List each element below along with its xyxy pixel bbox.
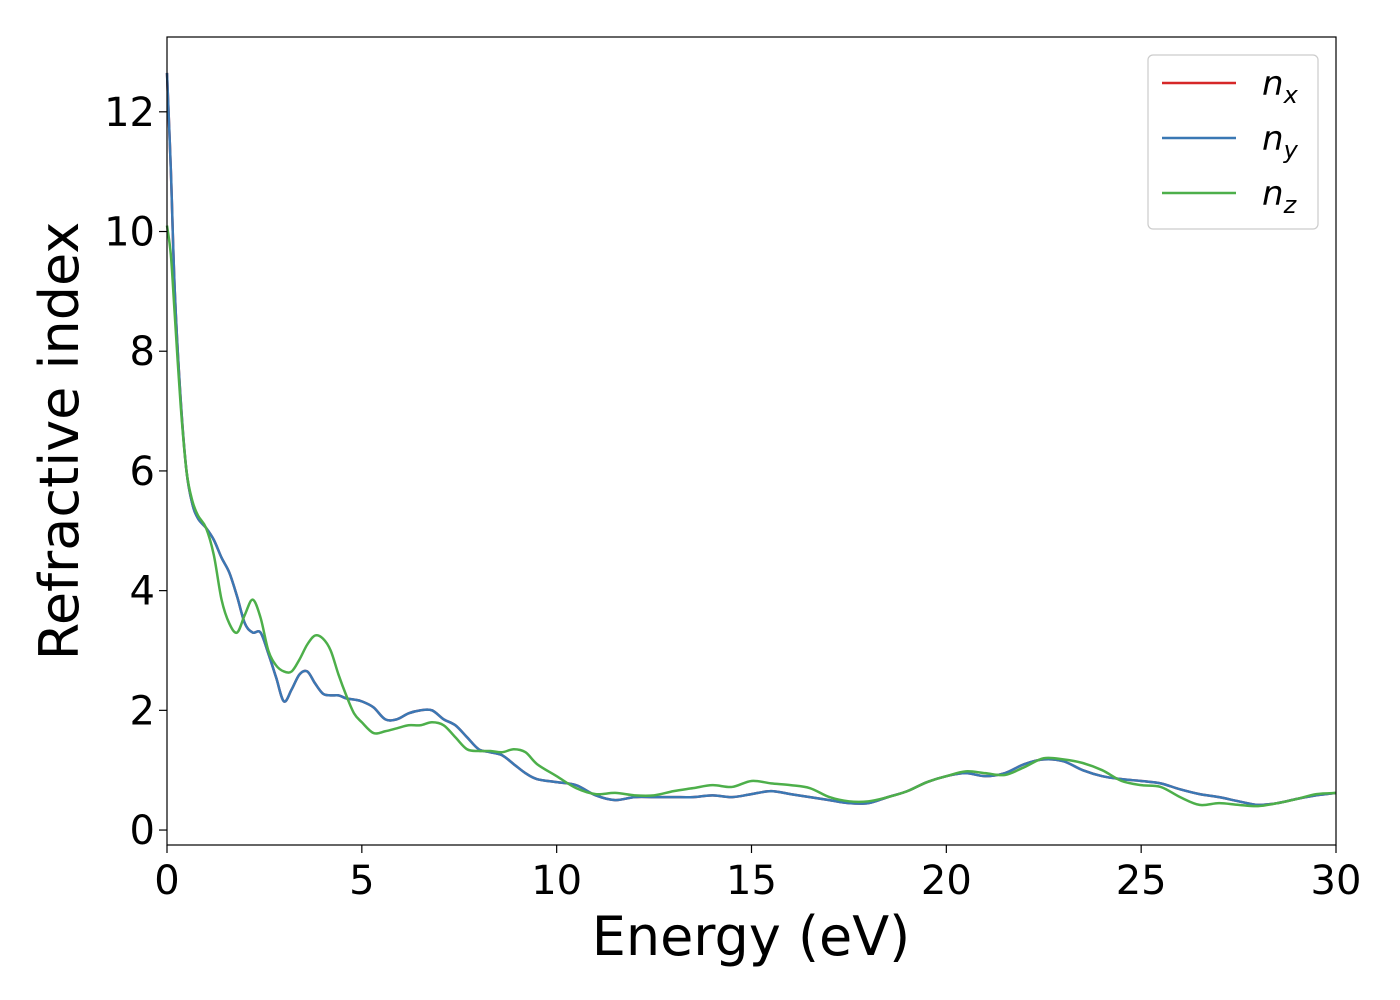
y-tick-label: 8 [130,329,155,375]
y-tick-label: 2 [130,688,155,734]
y-tick-label: 4 [130,569,155,615]
x-tick-label: 15 [726,858,777,904]
x-axis: 0 5 10 15 20 25 30 [154,845,1361,904]
legend: nx ny nz [1147,54,1319,230]
x-tick-label: 0 [154,858,179,904]
series-layer [165,72,1337,808]
x-tick-label: 10 [531,858,582,904]
y-axis: 0 2 4 6 8 10 12 [104,90,167,854]
y-tick-label: 0 [130,808,155,854]
x-tick-label: 30 [1311,858,1362,904]
legend-label-nz: nz [1262,174,1298,219]
legend-label-nx: nx [1262,64,1299,109]
x-axis-title: Energy (eV) [592,905,911,968]
y-axis-title: Refractive index [28,222,91,661]
legend-label-ny: ny [1262,119,1299,164]
legend-box [1147,54,1319,230]
series-line-nz [165,225,1337,808]
y-tick-label: 6 [130,449,155,495]
y-tick-label: 10 [104,210,155,256]
x-tick-label: 25 [1116,858,1167,904]
series-line-ny [165,72,1337,807]
x-tick-label: 20 [921,858,972,904]
x-tick-label: 5 [349,858,374,904]
y-tick-label: 12 [104,90,155,136]
